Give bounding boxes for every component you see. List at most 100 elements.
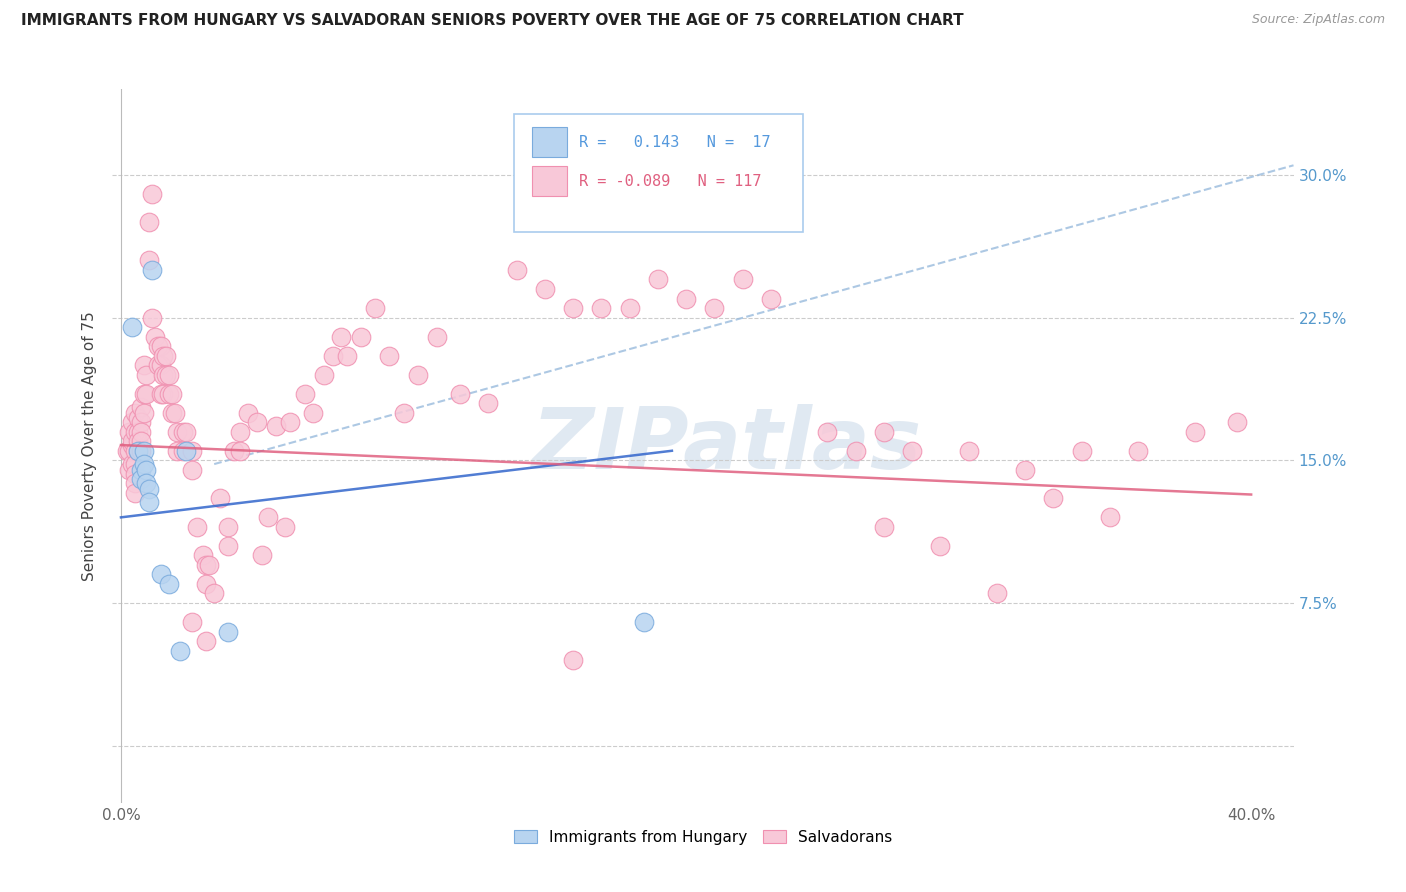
Point (157, 368, 180, 382)
Point (180, 443, 202, 458)
Point (129, 425, 152, 439)
Point (1098, 510, 1121, 524)
Point (1042, 491, 1064, 506)
Point (562, 653, 585, 667)
Point (169, 643, 191, 657)
Point (149, 386, 172, 401)
FancyBboxPatch shape (515, 114, 803, 232)
Point (759, 292, 782, 306)
Point (172, 425, 194, 439)
Point (901, 443, 924, 458)
Point (127, 443, 149, 458)
Point (294, 386, 316, 401)
Point (302, 406, 325, 420)
Point (146, 339, 169, 353)
Point (124, 476, 146, 491)
Point (197, 558, 219, 572)
Legend: Immigrants from Hungary, Salvadorans: Immigrants from Hungary, Salvadorans (506, 822, 900, 852)
Point (141, 263, 163, 277)
Point (152, 349, 174, 363)
Point (127, 425, 149, 439)
Point (1184, 425, 1206, 439)
Point (132, 358, 155, 372)
Point (236, 406, 259, 420)
Point (174, 425, 197, 439)
Point (477, 396, 499, 410)
Point (217, 624, 239, 639)
Point (191, 549, 214, 563)
Point (252, 549, 274, 563)
Point (129, 443, 152, 458)
Point (314, 368, 336, 382)
Point (591, 301, 613, 315)
Point (132, 406, 155, 420)
Point (619, 301, 641, 315)
Point (245, 415, 267, 429)
Point (406, 368, 429, 382)
Point (186, 520, 208, 534)
Point (121, 438, 143, 452)
Point (266, 419, 288, 434)
Point (533, 282, 555, 296)
Point (280, 415, 302, 429)
Point (180, 615, 202, 629)
Point (217, 520, 239, 534)
Point (155, 368, 177, 382)
Point (141, 186, 163, 201)
Point (873, 425, 896, 439)
Point (217, 539, 239, 553)
Point (118, 463, 141, 477)
Point (146, 358, 169, 372)
Point (1070, 443, 1092, 458)
Point (703, 301, 725, 315)
Y-axis label: Seniors Poverty Over the Age of 75: Seniors Poverty Over the Age of 75 (82, 311, 97, 581)
Point (160, 386, 183, 401)
Point (350, 329, 373, 343)
Point (194, 558, 217, 572)
Point (1014, 463, 1036, 477)
Point (124, 443, 146, 458)
Point (228, 425, 250, 439)
Text: Source: ZipAtlas.com: Source: ZipAtlas.com (1251, 13, 1385, 27)
Text: ZIPatlas: ZIPatlas (531, 404, 922, 488)
Point (873, 520, 896, 534)
Point (124, 425, 146, 439)
Point (222, 443, 245, 458)
Point (172, 443, 194, 458)
Point (132, 386, 155, 401)
Point (322, 349, 344, 363)
Point (505, 263, 527, 277)
Point (138, 253, 160, 268)
Point (127, 411, 149, 425)
Point (129, 434, 152, 449)
Point (121, 320, 143, 334)
Point (124, 406, 146, 420)
Text: IMMIGRANTS FROM HUNGARY VS SALVADORAN SENIORS POVERTY OVER THE AGE OF 75 CORRELA: IMMIGRANTS FROM HUNGARY VS SALVADORAN SE… (21, 13, 963, 29)
Point (129, 400, 152, 414)
Point (228, 443, 250, 458)
Point (127, 443, 149, 458)
Point (132, 443, 155, 458)
Point (129, 415, 152, 429)
Point (160, 406, 183, 420)
Point (330, 329, 353, 343)
Point (127, 434, 149, 449)
Point (274, 520, 297, 534)
Point (208, 491, 231, 506)
Point (957, 443, 980, 458)
Point (124, 467, 146, 481)
Point (166, 425, 188, 439)
Point (124, 485, 146, 500)
Point (392, 406, 415, 420)
Point (138, 482, 160, 496)
Text: R =   0.143   N =  17: R = 0.143 N = 17 (579, 135, 770, 150)
Point (731, 272, 754, 286)
Point (845, 443, 868, 458)
Bar (531, 166, 567, 196)
Point (157, 577, 180, 591)
Point (118, 425, 141, 439)
Point (378, 349, 401, 363)
Point (132, 457, 155, 471)
Point (675, 292, 697, 306)
Point (166, 443, 188, 458)
